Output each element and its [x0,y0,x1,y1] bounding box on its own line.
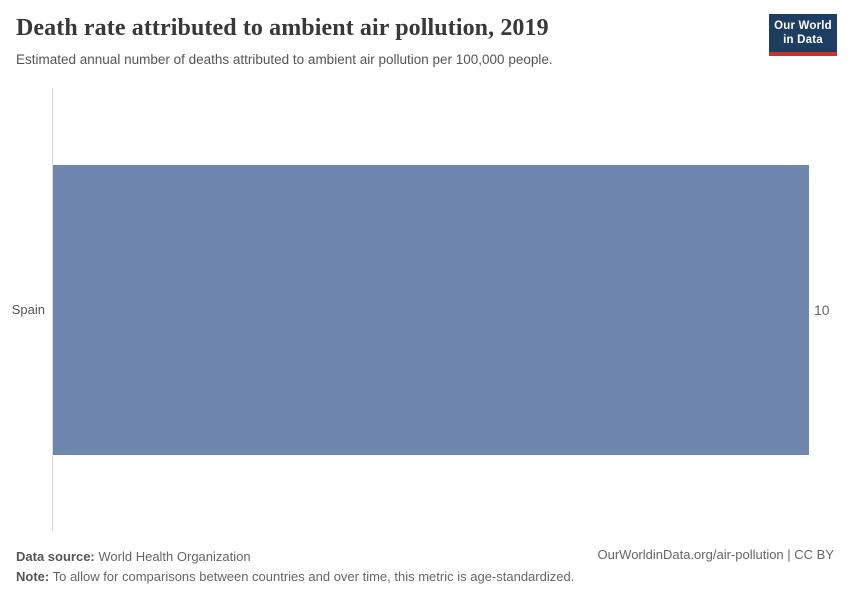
owid-logo-line1: Our World [774,20,832,32]
footer-license-link[interactable]: OurWorldinData.org/air-pollution | CC BY [597,547,834,562]
bar-row: Spain 10 [0,88,850,531]
plot-rows: Spain 10 [0,88,850,531]
note-value: To allow for comparisons between countri… [52,569,575,584]
page-title: Death rate attributed to ambient air pol… [16,15,549,41]
value-label: 10 [814,301,830,318]
chart-footer: Data source: World Health Organization N… [16,547,834,587]
bar-spain[interactable] [53,164,809,455]
owid-logo-line2: in Data [783,33,823,46]
bar-track: 10 [52,164,830,455]
category-label: Spain [11,302,45,317]
data-source-value: World Health Organization [98,549,251,564]
page-subtitle: Estimated annual number of deaths attrib… [16,52,553,67]
note-line: Note: To allow for comparisons between c… [16,567,574,587]
data-source-line: Data source: World Health Organization [16,547,574,567]
data-source-label: Data source: [16,549,95,564]
bar-chart: Spain 10 [0,88,850,531]
footer-left: Data source: World Health Organization N… [16,547,574,587]
y-axis-line [52,88,53,531]
note-label: Note: [16,569,50,584]
owid-logo[interactable]: Our World in Data [769,14,837,56]
